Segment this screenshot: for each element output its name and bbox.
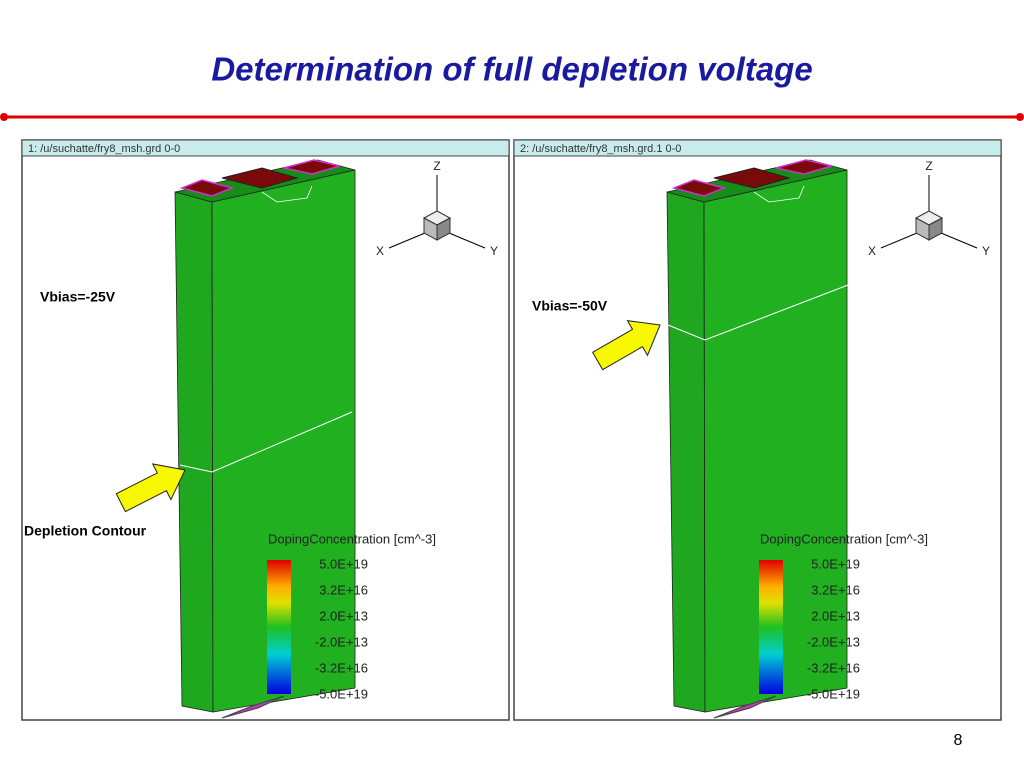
vbias-label: Vbias=-25V: [40, 289, 116, 305]
legend-label: 2.0E+13: [811, 608, 860, 623]
arrow-shape: [591, 320, 661, 371]
vbias-label: Vbias=-50V: [532, 298, 608, 314]
slab-side: [174, 191, 214, 713]
legend-label: 2.0E+13: [319, 608, 368, 623]
panel-title: 1: /u/suchatte/fry8_msh.grd 0-0: [28, 143, 180, 155]
annotation-label: Depletion Contour: [24, 523, 147, 539]
legend-label: -5.0E+19: [807, 686, 860, 701]
pad-outline: [261, 185, 313, 203]
cube-right: [436, 217, 451, 241]
axis-label: Z: [925, 159, 932, 173]
panels: 1: /u/suchatte/fry8_msh.grd 0-0 Vbias=-25…: [21, 139, 1002, 721]
legend-label: -5.0E+19: [315, 686, 368, 701]
slide-title: Determination of full depletion voltage: [211, 51, 812, 88]
pad: [775, 159, 833, 175]
legend-label: -2.0E+13: [315, 634, 368, 649]
legend-label: -2.0E+13: [807, 634, 860, 649]
arrow-shape: [115, 463, 186, 513]
viewer-panel: 1: /u/suchatte/fry8_msh.grd 0-0 Vbias=-25…: [21, 139, 510, 721]
depletion-contour: [667, 284, 849, 341]
rule-dot: [1016, 113, 1024, 121]
color-bar: [267, 560, 291, 694]
axis-label: X: [868, 244, 876, 258]
yellow-arrow: [591, 320, 661, 371]
yellow-arrow: [115, 463, 186, 513]
slab-side: [666, 191, 706, 713]
cube-right: [928, 217, 943, 241]
panel-titlebar: [513, 139, 1002, 157]
legend-label: 3.2E+16: [319, 582, 368, 597]
color-bar: [759, 560, 783, 694]
legend-label: 5.0E+19: [811, 556, 860, 571]
pad-bottom: [713, 695, 777, 719]
pad: [713, 167, 791, 189]
pad: [221, 167, 299, 189]
legend-title: DopingConcentration [cm^-3]: [268, 531, 436, 546]
rule-dot: [0, 113, 8, 121]
page-number: 8: [954, 732, 963, 749]
panel-title: 2: /u/suchatte/fry8_msh.grd.1 0-0: [520, 143, 681, 155]
pad-bottom: [221, 695, 285, 719]
axis-label: Y: [490, 244, 498, 258]
pad-outline: [753, 185, 805, 203]
pad: [671, 179, 727, 197]
depletion-contour: [179, 411, 353, 473]
legend-label: 3.2E+16: [811, 582, 860, 597]
viewer-panel: 2: /u/suchatte/fry8_msh.grd.1 0-0 Vbias=-…: [513, 139, 1002, 721]
axis-label: Z: [433, 159, 440, 173]
legend-title: DopingConcentration [cm^-3]: [760, 531, 928, 546]
axis-label: X: [376, 244, 384, 258]
pad: [179, 179, 235, 197]
legend-label: 5.0E+19: [319, 556, 368, 571]
panel-titlebar: [21, 139, 510, 157]
legend-label: -3.2E+16: [807, 660, 860, 675]
legend-label: -3.2E+16: [315, 660, 368, 675]
axis-label: Y: [982, 244, 990, 258]
pad: [283, 159, 341, 175]
